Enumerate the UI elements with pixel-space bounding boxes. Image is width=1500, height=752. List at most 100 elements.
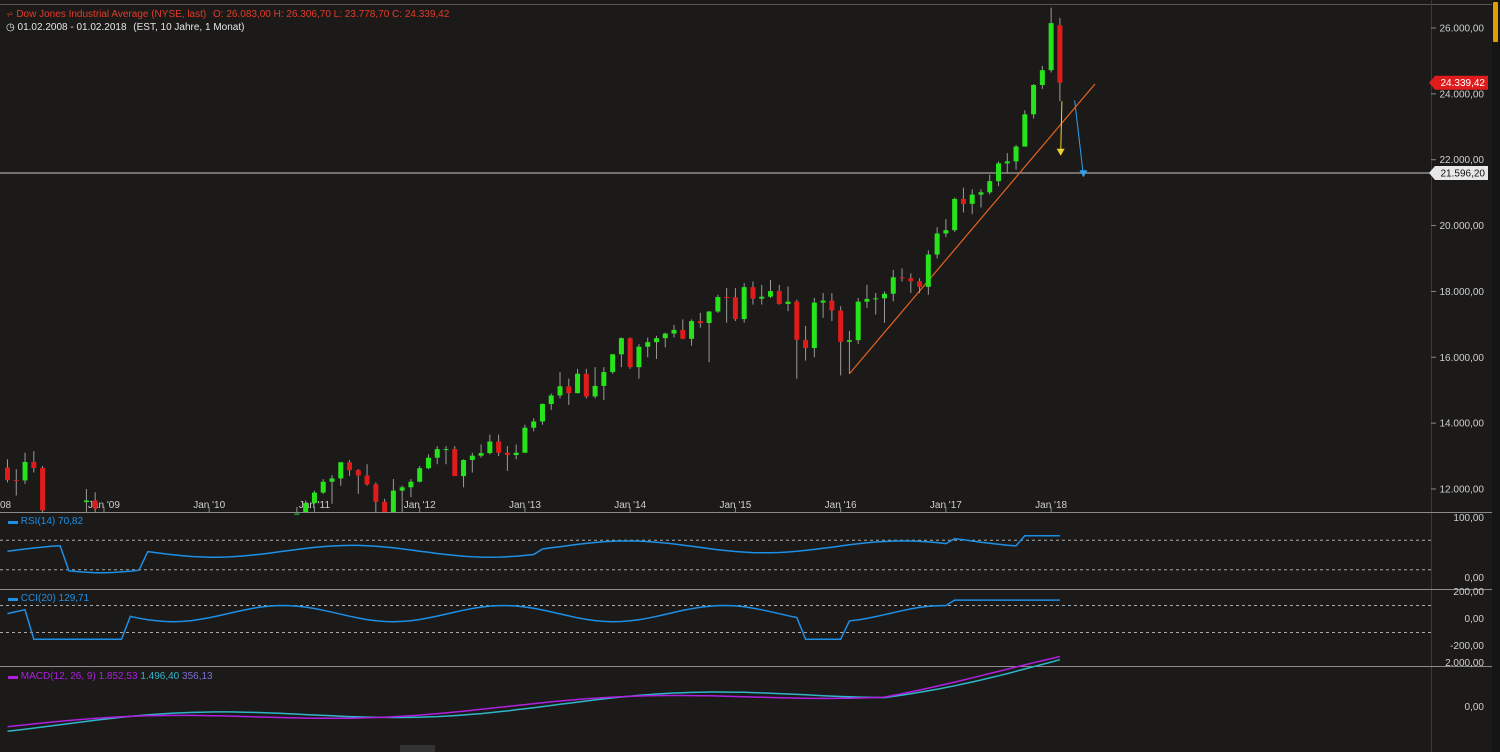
macd-legend[interactable]: ▬ MACD(12, 26, 9) 1.852,53 1.496,40 356,… [8,671,213,682]
candle [390,479,396,512]
candle-body-up [601,372,607,386]
candle [732,288,738,322]
candle-body-up [592,385,598,397]
candle-body-up [846,340,852,342]
rsi-swatch: ▬ [8,516,18,527]
candle-body-up [303,503,309,512]
trendline [848,83,1096,375]
candle [513,444,519,460]
candle-body-up [706,311,712,324]
candle-body-up [311,492,317,504]
candle-body-up [662,333,668,339]
candle-body-up [22,461,28,481]
candle [31,451,37,473]
candle-body-up [855,301,861,341]
candle [820,293,826,318]
candle-body-down [899,277,905,279]
candle-body-up [408,481,414,488]
candle-body-up [513,452,519,456]
candle [13,469,19,496]
candle [767,279,773,299]
candle-body-down [347,462,353,471]
date-range[interactable]: 01.02.2008 - 01.02.2018 [17,22,127,33]
candle [583,368,589,399]
candle-body-up [434,449,440,458]
chart-header: ⩫ Dow Jones Industrial Average (NYSE, la… [6,9,449,20]
candle [399,485,405,512]
macd-tick-label: 2.000,00 [1445,658,1484,669]
candle [478,444,484,458]
candle [829,293,835,322]
x-tick-label: Jan '10 [193,500,225,511]
candle-body-up [487,441,493,454]
candle [434,446,440,465]
candle [978,189,984,208]
candle [846,330,852,374]
candle [960,187,966,213]
candle [969,189,975,215]
candle [425,454,431,470]
candle-body-up [531,421,537,428]
candle [917,278,923,294]
candle-body-up [925,254,931,287]
candle [1022,110,1028,147]
candle-body-up [952,198,958,231]
rsi-legend[interactable]: ▬ RSI(14) 70,82 [8,516,83,527]
candle [811,298,817,358]
candle [531,418,537,432]
candle [706,311,712,363]
candle-body-up [645,342,651,347]
candle [522,424,528,453]
last-price-label-text: 24.339,42 [1441,78,1486,89]
candle-body-down [838,310,844,342]
candle [759,284,765,305]
cci-tick-label: -200,00 [1450,641,1484,652]
candle [355,469,361,494]
candle [882,291,887,323]
candle-body-down [364,475,370,485]
candle-body-down [750,287,756,299]
candle [1057,17,1063,102]
candle [83,488,89,512]
candle-body-up [890,277,896,294]
x-tick-label: 08 [0,500,12,511]
candle [662,332,668,348]
cci-line [7,599,1060,641]
candle-body-down [452,449,458,477]
y-tick-label: 12.000,00 [1440,484,1485,495]
candle-body-up [443,449,449,451]
x-tick-label: Jan '14 [614,500,646,511]
candle [785,286,791,312]
rsi-line [7,535,1060,574]
candle [338,461,344,486]
arrow-line [1060,101,1063,155]
candle-body-down [583,373,589,397]
candle-body-down [5,467,10,481]
hline-price-label [1429,166,1488,181]
macd-value-2: 1.496,40 [140,671,180,682]
candle [382,498,388,512]
candle [443,446,449,465]
candle-body-down [566,386,572,394]
x-tick-label: Jan '16 [825,500,857,511]
candle-body-up [978,192,984,195]
candle [539,403,545,425]
x-tick-label: Jan '13 [509,500,541,511]
candle-body-up [1031,85,1037,115]
candle [1039,65,1045,89]
candle [40,465,46,512]
candle-body-down [31,461,37,468]
rsi-tick-label: 100,00 [1453,513,1484,524]
candle-body-up [522,427,528,453]
candle [627,337,633,369]
cci-legend[interactable]: ▬ CCI(20) 129,71 [8,593,89,604]
candle [899,268,905,282]
candle [671,325,677,338]
x-tick-label: Jan '12 [404,500,436,511]
candle-body-up [338,462,344,479]
candle-body-up [399,487,405,491]
instrument-title[interactable]: Dow Jones Industrial Average (NYSE, last… [16,9,207,20]
candle [1004,153,1010,173]
candle-body-down [908,278,914,282]
